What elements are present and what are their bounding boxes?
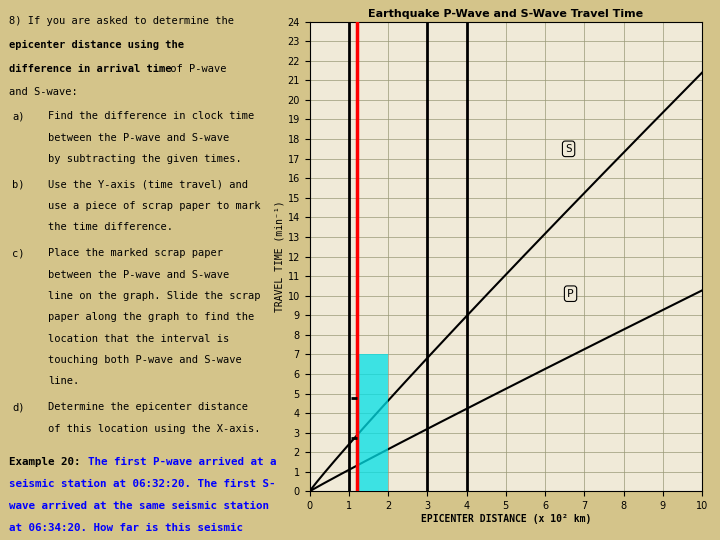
Text: at 06:34:20. How far is this seismic: at 06:34:20. How far is this seismic bbox=[9, 523, 243, 533]
Text: Example 20:: Example 20: bbox=[9, 457, 87, 468]
Text: d): d) bbox=[12, 402, 24, 412]
Text: epicenter distance using the: epicenter distance using the bbox=[9, 40, 184, 50]
Text: the time difference.: the time difference. bbox=[48, 222, 173, 233]
Text: line.: line. bbox=[48, 376, 79, 387]
Text: S: S bbox=[565, 144, 572, 154]
Text: of this location using the X-axis.: of this location using the X-axis. bbox=[48, 423, 261, 434]
Text: Determine the epicenter distance: Determine the epicenter distance bbox=[48, 402, 248, 412]
Text: between the P-wave and S-wave: between the P-wave and S-wave bbox=[48, 133, 229, 143]
Text: use a piece of scrap paper to mark: use a piece of scrap paper to mark bbox=[48, 201, 261, 211]
Title: Earthquake P-Wave and S-Wave Travel Time: Earthquake P-Wave and S-Wave Travel Time bbox=[368, 9, 644, 19]
X-axis label: EPICENTER DISTANCE (x 10² km): EPICENTER DISTANCE (x 10² km) bbox=[420, 514, 591, 524]
Text: between the P-wave and S-wave: between the P-wave and S-wave bbox=[48, 269, 229, 280]
Text: difference in arrival time: difference in arrival time bbox=[9, 64, 171, 74]
Text: Place the marked scrap paper: Place the marked scrap paper bbox=[48, 248, 222, 258]
Text: P: P bbox=[567, 289, 574, 299]
Y-axis label: TRAVEL TIME (min⁻¹): TRAVEL TIME (min⁻¹) bbox=[274, 201, 284, 312]
Text: c): c) bbox=[12, 248, 24, 258]
Text: seismic station at 06:32:20. The first S-: seismic station at 06:32:20. The first S… bbox=[9, 479, 276, 489]
Bar bbox=[356, 354, 388, 491]
Text: a): a) bbox=[12, 111, 24, 122]
Text: The first P-wave arrived at a: The first P-wave arrived at a bbox=[88, 457, 276, 468]
Text: line on the graph. Slide the scrap: line on the graph. Slide the scrap bbox=[48, 291, 261, 301]
Text: touching both P-wave and S-wave: touching both P-wave and S-wave bbox=[48, 355, 241, 365]
Text: of P-wave: of P-wave bbox=[164, 64, 227, 74]
Text: and S-wave:: and S-wave: bbox=[9, 87, 78, 98]
Text: location that the interval is: location that the interval is bbox=[48, 334, 229, 344]
Text: 8) If you are asked to determine the: 8) If you are asked to determine the bbox=[9, 16, 234, 26]
Text: b): b) bbox=[12, 180, 24, 190]
Text: Use the Y-axis (time travel) and: Use the Y-axis (time travel) and bbox=[48, 180, 248, 190]
Text: Find the difference in clock time: Find the difference in clock time bbox=[48, 111, 254, 122]
Text: wave arrived at the same seismic station: wave arrived at the same seismic station bbox=[9, 501, 269, 511]
Text: paper along the graph to find the: paper along the graph to find the bbox=[48, 312, 254, 322]
Text: by subtracting the given times.: by subtracting the given times. bbox=[48, 154, 241, 164]
